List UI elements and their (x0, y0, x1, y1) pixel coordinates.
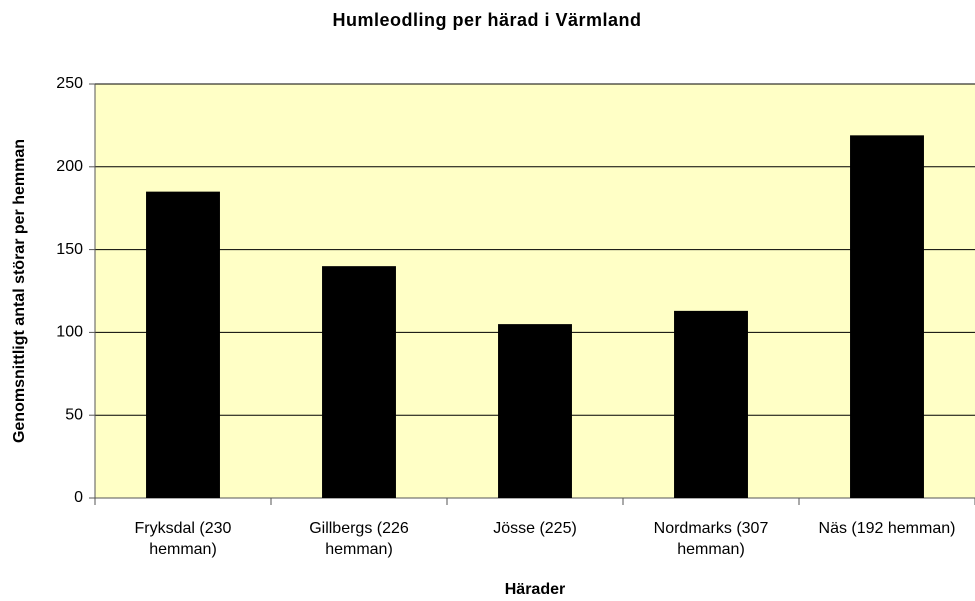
y-tick-label: 250 (56, 75, 83, 92)
y-tick-label: 100 (56, 324, 83, 341)
x-tick-label: Nordmarks (307 hemman) (653, 520, 769, 558)
x-tick-label: Jösse (225) (493, 520, 577, 537)
x-axis-label: Härader (505, 581, 565, 598)
bar (498, 324, 572, 498)
bar (850, 135, 924, 498)
chart-title: Humleodling per härad i Värmland (332, 10, 641, 30)
y-tick-label: 150 (56, 241, 83, 258)
x-tick-label: Fryksdal (230 hemman) (134, 520, 232, 558)
y-axis-label: Genomsnittligt antal störar per hemman (11, 139, 28, 443)
y-tick-label: 200 (56, 158, 83, 175)
bar (674, 310, 748, 498)
bar (322, 266, 396, 498)
y-tick-label: 0 (74, 489, 83, 506)
y-tick-label: 50 (65, 406, 83, 423)
x-tick-label: Gillbergs (226 hemman) (309, 520, 409, 558)
bar (146, 191, 220, 498)
x-tick-label: Näs (192 hemman) (818, 520, 956, 537)
